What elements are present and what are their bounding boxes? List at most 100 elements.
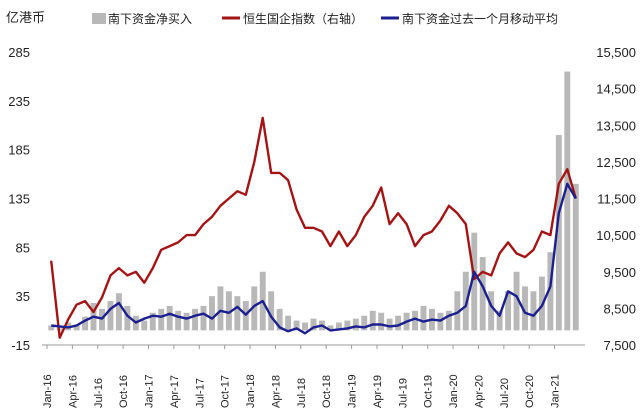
bar-net-buy <box>192 308 199 331</box>
y-right-tick-label: 8,500 <box>603 301 636 316</box>
y-left-tick-label: 35 <box>16 289 30 304</box>
y-right-tick-label: 13,500 <box>596 118 636 133</box>
x-tick-label: Apr-20 <box>473 375 485 408</box>
y-left-tick-label: 85 <box>16 240 30 255</box>
bar-net-buy <box>166 305 173 331</box>
y-right-tick-label: 10,500 <box>596 228 636 243</box>
x-tick-label: Jul-18 <box>296 378 308 408</box>
x-tick-label: Jan-16 <box>42 374 54 408</box>
left-axis: -15 35 85 135 185 235 285 <box>8 45 30 353</box>
y-left-tick-label: 185 <box>8 143 30 158</box>
bar-net-buy <box>335 322 342 331</box>
bar-net-buy <box>327 325 334 331</box>
x-tick-label: Jul-20 <box>499 378 511 408</box>
bar-net-buy <box>276 308 283 331</box>
bar-net-buy <box>420 305 427 331</box>
x-tick-label: Apr-19 <box>372 375 384 408</box>
bar-net-buy <box>369 310 376 331</box>
y-right-tick-label: 14,500 <box>596 82 636 97</box>
bar-net-buy <box>48 325 55 331</box>
bar-net-buy <box>302 322 309 331</box>
legend-label-ma: 南下资金过去一个月移动平均 <box>402 11 558 26</box>
x-tick-label: Jul-17 <box>194 378 206 408</box>
bar-net-buy <box>285 315 292 331</box>
x-tick-label: Jul-16 <box>93 378 105 408</box>
legend-swatch-bars <box>92 13 106 24</box>
bar-net-buy <box>445 310 452 331</box>
bar-net-buy <box>310 318 317 331</box>
bar-net-buy <box>564 71 571 331</box>
bar-net-buy <box>234 296 241 331</box>
left-axis-unit: 亿港币 <box>6 10 45 25</box>
x-tick-label: Oct-16 <box>118 375 130 408</box>
bars-layer <box>48 71 579 331</box>
bar-net-buy <box>251 286 258 331</box>
bar-net-buy <box>361 315 368 331</box>
bar-net-buy <box>217 286 224 331</box>
bar-net-buy <box>352 318 359 331</box>
bar-net-buy <box>293 320 300 331</box>
bar-net-buy <box>115 293 122 331</box>
y-right-tick-label: 11,500 <box>597 192 636 207</box>
legend: 南下资金净买入 恒生国企指数（右轴） 南下资金过去一个月移动平均 <box>92 11 558 26</box>
bar-net-buy <box>124 305 131 331</box>
x-tick-label: Oct-19 <box>423 375 435 408</box>
x-tick-label: Jan-19 <box>347 374 359 408</box>
y-right-tick-label: 7,500 <box>603 338 636 353</box>
bar-net-buy <box>412 310 418 331</box>
y-left-tick-label: 135 <box>8 192 30 207</box>
bar-net-buy <box>378 312 385 331</box>
bar-net-buy <box>555 135 562 331</box>
bar-net-buy <box>513 271 520 331</box>
x-tick-label: Oct-20 <box>524 375 536 408</box>
bar-net-buy <box>73 324 80 331</box>
legend-label-index: 恒生国企指数（右轴） <box>243 11 363 26</box>
bar-net-buy <box>200 305 207 331</box>
bar-net-buy <box>488 291 495 331</box>
y-right-tick-label: 12,500 <box>596 155 636 170</box>
bar-net-buy <box>268 291 275 331</box>
bar-net-buy <box>175 310 182 331</box>
bar-net-buy <box>572 183 579 331</box>
bar-net-buy <box>183 312 190 331</box>
bar-net-buy <box>479 257 486 331</box>
bar-net-buy <box>522 286 528 331</box>
bar-net-buy <box>209 296 215 331</box>
right-axis: 7,500 8,500 9,500 10,500 11,500 12,500 13,500 1… <box>596 45 636 353</box>
lines-layer <box>50 116 577 339</box>
bar-net-buy <box>386 318 393 331</box>
x-tick-label: Jan-20 <box>448 374 460 408</box>
bar-net-buy <box>158 308 165 331</box>
legend-label-bars: 南下资金净买入 <box>108 11 192 26</box>
bar-net-buy <box>141 320 148 331</box>
x-axis: Jan-16 Apr-16 Jul-16 Oct-16 Jan-17 Apr-17 Jul-… <box>42 345 562 408</box>
bar-net-buy <box>107 301 114 331</box>
x-tick-label: Jan-21 <box>550 374 562 408</box>
bar-net-buy <box>505 291 512 331</box>
y-left-tick-label: 285 <box>8 45 30 60</box>
bar-net-buy <box>530 291 537 331</box>
x-tick-label: Apr-16 <box>67 375 79 408</box>
x-tick-label: Jul-19 <box>397 378 409 408</box>
y-left-tick-label: 235 <box>8 94 30 109</box>
y-right-tick-label: 15,500 <box>596 45 636 60</box>
series-line-hscei <box>50 116 577 339</box>
x-tick-label: Apr-18 <box>270 375 282 408</box>
series-line-moving-average <box>51 182 577 335</box>
bar-net-buy <box>82 316 89 331</box>
bar-net-buy <box>547 252 554 331</box>
bar-net-buy <box>395 315 402 331</box>
x-tick-label: Jan-17 <box>144 374 156 408</box>
bar-net-buy <box>149 312 156 331</box>
bar-net-buy <box>344 320 351 331</box>
bar-net-buy <box>454 291 461 331</box>
x-tick-label: Jan-18 <box>245 374 257 408</box>
bar-net-buy <box>496 310 503 331</box>
x-tick-label: Oct-17 <box>220 375 232 408</box>
x-tick-label: Oct-18 <box>321 375 333 408</box>
bar-net-buy <box>225 291 232 331</box>
bar-net-buy <box>471 232 478 331</box>
y-right-tick-label: 9,500 <box>603 265 636 280</box>
x-tick-label: Apr-17 <box>169 375 181 408</box>
